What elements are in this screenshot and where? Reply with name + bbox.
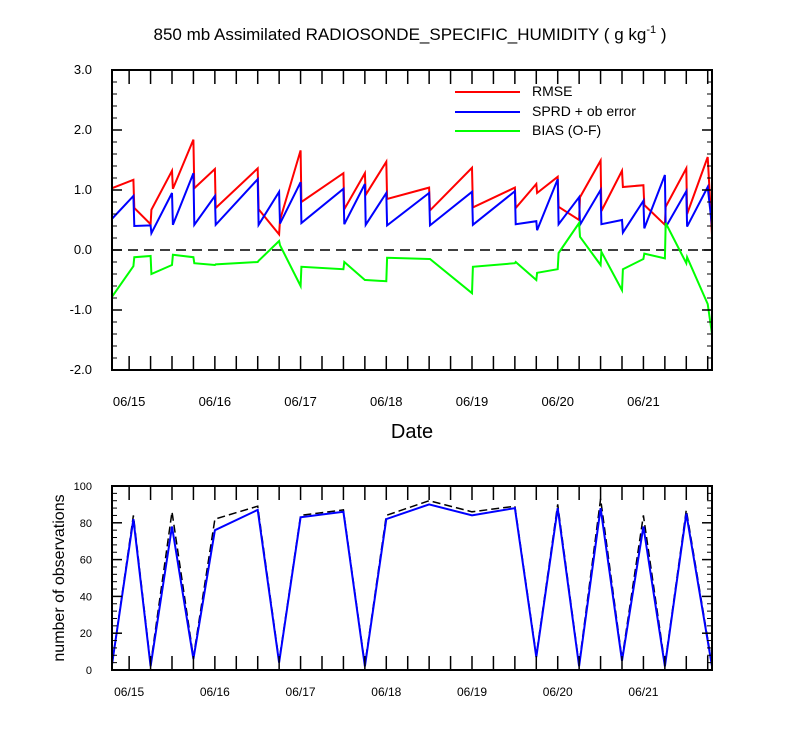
chart-title-tail: ) <box>656 25 666 44</box>
lower-xtick-label: 06/18 <box>371 685 401 699</box>
upper-ytick-label: 3.0 <box>74 62 92 77</box>
upper-xtick-label: 06/19 <box>456 394 489 409</box>
chart-title: 850 mb Assimilated RADIOSONDE_SPECIFIC_H… <box>154 24 667 44</box>
upper-xtick-label: 06/21 <box>627 394 660 409</box>
lower-ytick-label: 100 <box>74 481 92 493</box>
chart-title-superscript: -1 <box>646 24 656 36</box>
upper-xtick-label: 06/18 <box>370 394 403 409</box>
upper-xtick-label: 06/16 <box>199 394 232 409</box>
legend: RMSE SPRD + ob error BIAS (O-F) <box>455 83 636 138</box>
lower-plot-frame <box>111 485 713 671</box>
lower-ytick-label: 0 <box>86 665 92 677</box>
lower-xtick-label: 06/15 <box>114 685 144 699</box>
upper-series-group <box>111 139 713 335</box>
upper-series-rmse <box>111 139 713 238</box>
lower-ytick-label: 80 <box>80 518 92 530</box>
upper-xtick-label: 06/20 <box>541 394 574 409</box>
upper-panel: -2.0 -1.0 0.0 1.0 2.0 3.0 06/15 06/16 06/17 06/18… <box>70 62 713 443</box>
lower-xtick-label: 06/16 <box>200 685 230 699</box>
lower-series-used <box>111 503 713 667</box>
upper-ytick-label: -2.0 <box>70 362 92 377</box>
lower-xtick-label: 06/21 <box>628 685 658 699</box>
lower-series-possible <box>111 498 713 665</box>
upper-series-bias-o-f- <box>111 220 713 335</box>
upper-ytick-label: 1.0 <box>74 182 92 197</box>
upper-ytick-label: -1.0 <box>70 302 92 317</box>
lower-ytick-label: 40 <box>80 591 92 603</box>
lower-xtick-label: 06/20 <box>543 685 573 699</box>
upper-ticks-group: -2.0 -1.0 0.0 1.0 2.0 3.0 06/15 06/16 06/17 06/18… <box>70 62 712 409</box>
lower-panel: 0 20 40 60 80 100 06/15 06/16 06/17 06/18 06/19 06/… <box>51 481 713 699</box>
upper-series-sprd-ob-error <box>111 172 713 237</box>
legend-rmse-label: RMSE <box>532 83 572 99</box>
legend-spread-label: SPRD + ob error <box>532 103 636 119</box>
upper-xtick-label: 06/17 <box>284 394 317 409</box>
lower-ytick-label: 20 <box>80 628 92 640</box>
lower-xtick-label: 06/17 <box>286 685 316 699</box>
upper-ytick-label: 2.0 <box>74 122 92 137</box>
upper-ytick-label: 0.0 <box>74 242 92 257</box>
legend-bias-label: BIAS (O-F) <box>532 122 601 138</box>
lower-xtick-label: 06/19 <box>457 685 487 699</box>
chart-title-main: 850 mb Assimilated RADIOSONDE_SPECIFIC_H… <box>154 25 647 44</box>
upper-xtick-label: 06/15 <box>113 394 146 409</box>
lower-ytick-label: 60 <box>80 555 92 567</box>
upper-x-axis-label: Date <box>391 421 433 443</box>
lower-series-group <box>111 498 713 667</box>
upper-plot-frame <box>111 69 713 371</box>
lower-y-axis-label: number of observations <box>51 494 68 661</box>
